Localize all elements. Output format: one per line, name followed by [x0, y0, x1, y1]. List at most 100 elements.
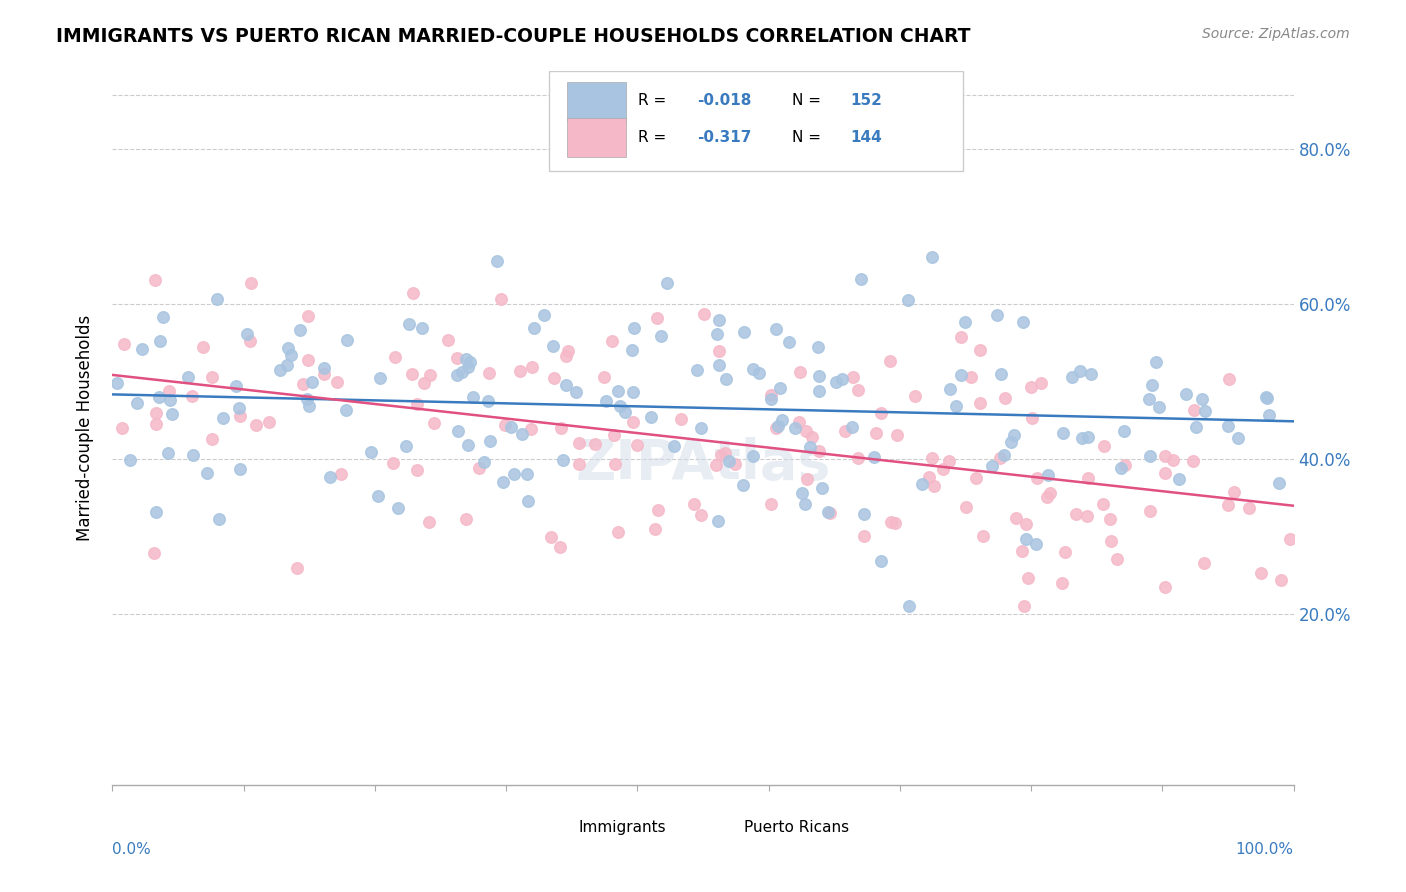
Point [1191, 392, 1213, 406]
Point [292, 377, 315, 392]
Point [401, 368, 423, 382]
Point [149, 334, 172, 348]
Point [156, 445, 179, 459]
Point [1154, 466, 1177, 480]
Point [796, 472, 818, 486]
Point [706, 514, 728, 528]
Point [195, 467, 218, 481]
Point [1167, 472, 1189, 486]
Point [950, 330, 973, 344]
Point [1005, 510, 1028, 524]
Point [592, 369, 614, 384]
Point [112, 337, 135, 351]
Point [817, 504, 839, 518]
Point [657, 276, 679, 290]
Point [1239, 501, 1261, 516]
Point [145, 505, 167, 519]
Point [523, 321, 546, 335]
Point [938, 454, 960, 468]
Point [208, 512, 231, 526]
Text: R =: R = [638, 93, 671, 108]
Point [131, 342, 153, 356]
Point [555, 349, 578, 363]
Point [565, 384, 588, 399]
Point [955, 500, 977, 514]
Point [1052, 425, 1074, 440]
Point [623, 415, 645, 429]
Point [312, 368, 335, 382]
Point [972, 529, 994, 543]
Point [609, 400, 631, 414]
Point [1270, 573, 1292, 587]
Point [778, 335, 800, 350]
Point [543, 370, 565, 384]
Point [1025, 537, 1047, 551]
Point [1216, 498, 1239, 512]
Point [157, 384, 180, 398]
Point [446, 351, 468, 366]
Point [1035, 490, 1057, 504]
Point [932, 462, 955, 476]
Point [879, 354, 901, 368]
Point [193, 340, 215, 354]
Point [1071, 431, 1094, 445]
Point [276, 359, 298, 373]
FancyBboxPatch shape [550, 71, 963, 171]
Point [419, 368, 441, 382]
Point [990, 368, 1012, 382]
Point [550, 421, 572, 435]
Point [950, 368, 973, 382]
Point [548, 540, 571, 554]
Point [801, 430, 824, 444]
Point [600, 334, 623, 348]
Point [245, 417, 267, 432]
Point [285, 561, 308, 575]
Point [229, 462, 252, 476]
Point [595, 394, 617, 409]
Point [423, 416, 446, 430]
Point [177, 370, 200, 384]
Point [457, 437, 479, 451]
Point [412, 376, 434, 390]
Point [965, 471, 987, 485]
Point [1218, 372, 1240, 386]
Point [704, 458, 727, 472]
Point [1077, 471, 1099, 485]
Point [994, 391, 1017, 405]
Point [297, 353, 319, 368]
Point [1017, 571, 1039, 585]
Point [1114, 424, 1136, 438]
Point [1216, 418, 1239, 433]
Point [145, 406, 167, 420]
Text: 100.0%: 100.0% [1236, 842, 1294, 857]
Text: 152: 152 [851, 93, 883, 108]
Point [853, 508, 876, 522]
Point [1154, 580, 1177, 594]
Point [1069, 364, 1091, 378]
Point [297, 392, 319, 406]
Point [716, 372, 738, 386]
Point [1278, 532, 1301, 546]
Point [765, 421, 787, 435]
Point [988, 450, 1011, 465]
Point [623, 321, 645, 335]
Point [820, 506, 842, 520]
Point [494, 418, 516, 433]
FancyBboxPatch shape [567, 118, 626, 157]
Point [969, 395, 991, 409]
Point [1012, 315, 1035, 329]
Point [748, 366, 770, 380]
Point [794, 425, 817, 439]
Point [693, 307, 716, 321]
Point [437, 333, 460, 347]
Point [456, 352, 478, 367]
Point [707, 358, 730, 372]
Point [921, 450, 943, 465]
Point [707, 344, 730, 359]
Point [690, 421, 713, 435]
Point [1227, 431, 1250, 445]
Point [922, 478, 945, 492]
Point [662, 440, 685, 454]
Point [793, 498, 815, 512]
Point [543, 339, 565, 353]
